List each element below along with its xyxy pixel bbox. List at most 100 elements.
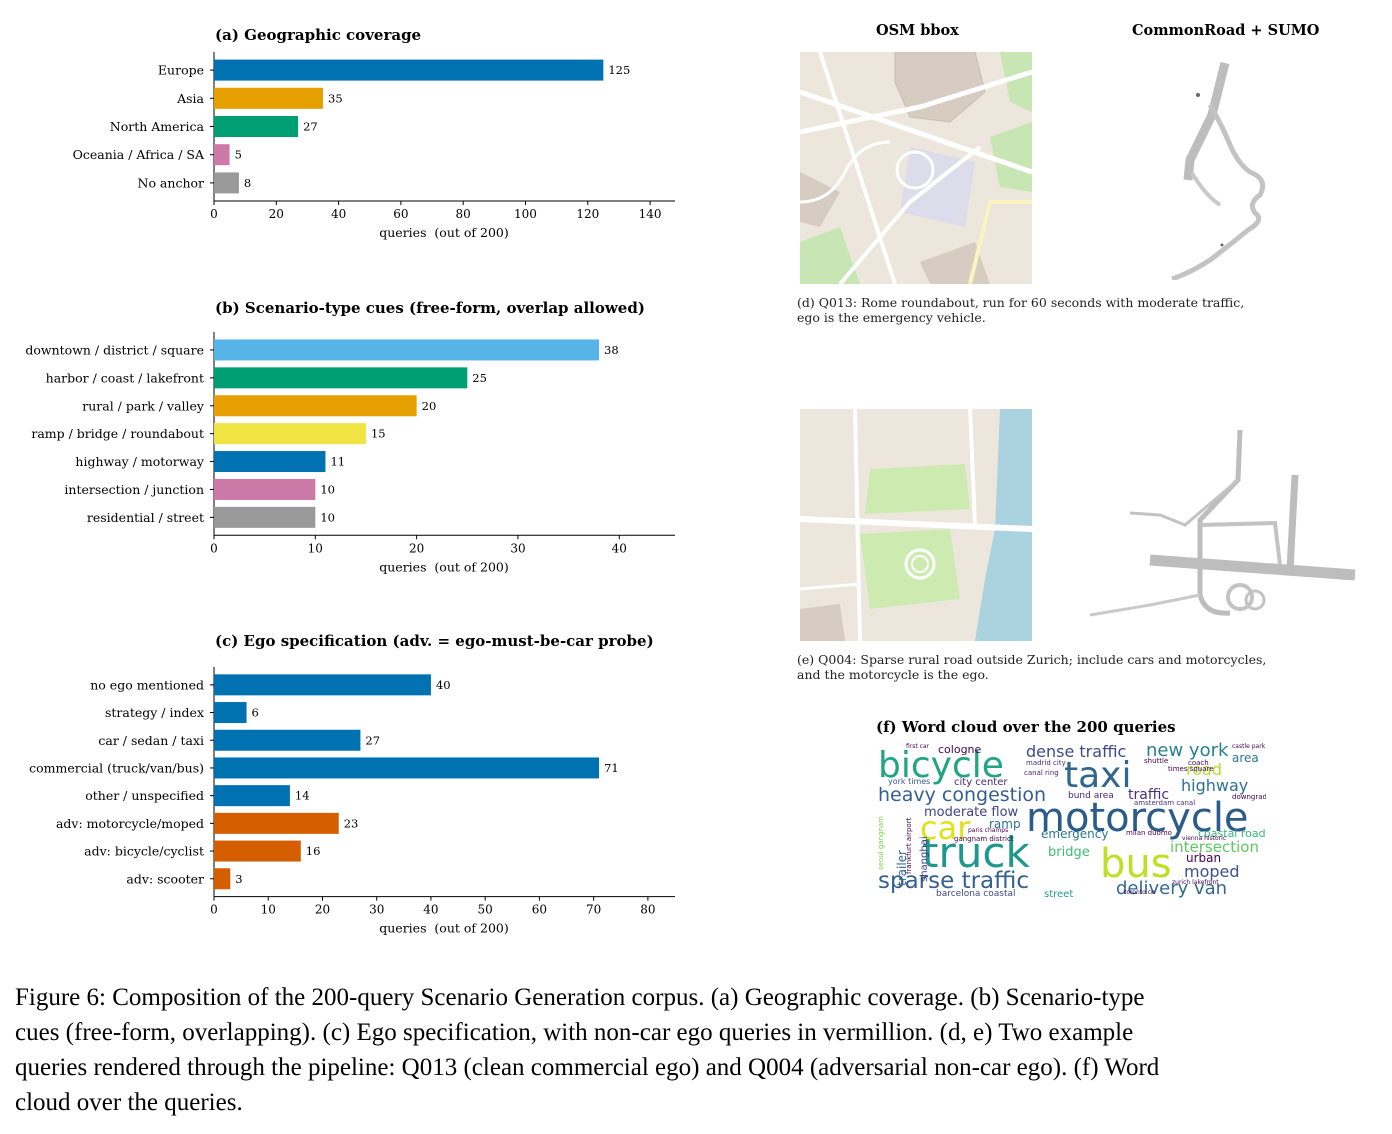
bar	[214, 59, 604, 81]
y-tick-label: strategy / index	[105, 705, 204, 720]
y-tick-label: Oceania / Africa / SA	[73, 147, 205, 162]
panel-d-caption-line1: (d) Q013: Rome roundabout, run for 60 se…	[797, 295, 1245, 310]
wc-word: castle park	[1232, 743, 1266, 750]
x-axis-label: queries (out of 200)	[379, 559, 509, 574]
x-tick-label: 0	[210, 207, 218, 221]
wc-word: bicycle	[878, 745, 1004, 786]
x-tick-label: 120	[576, 207, 599, 221]
bar-value-label: 23	[344, 816, 359, 830]
bar	[214, 172, 239, 194]
bar-value-label: 38	[604, 343, 619, 357]
bar	[214, 702, 247, 724]
wc-word: moped	[1184, 862, 1240, 881]
wc-word: road	[1186, 760, 1222, 779]
bar	[214, 785, 290, 807]
wc-word: seoul gangnam	[877, 815, 885, 870]
y-tick-label: ramp / bridge / roundabout	[31, 426, 204, 441]
bar	[214, 451, 326, 473]
x-tick-label: 70	[586, 903, 601, 917]
y-tick-label: downtown / district / square	[25, 342, 204, 357]
panel-e-caption-line1: (e) Q004: Sparse rural road outside Zuri…	[797, 652, 1267, 667]
wc-word: highway	[1181, 776, 1249, 795]
wc-word: street	[1044, 889, 1074, 900]
wc-word: times square	[1168, 765, 1214, 773]
x-axis-label: queries (out of 200)	[379, 921, 509, 936]
bar	[214, 729, 361, 751]
wc-word: new york	[1146, 740, 1229, 761]
word-cloud: bicycle taxi motorcycle truck bus car he…	[876, 740, 1266, 900]
bar-value-label: 71	[604, 761, 619, 775]
commonroad-rome-lanes	[1171, 61, 1266, 280]
osm-bbox-header: OSM bbox	[876, 22, 959, 39]
x-tick-label: 0	[210, 903, 218, 917]
bar-value-label: 25	[472, 371, 487, 385]
bar-value-label: 14	[295, 789, 310, 803]
bar-value-label: 40	[436, 678, 451, 692]
x-tick-label: 20	[409, 541, 424, 555]
wc-word: coach	[1188, 759, 1209, 767]
wc-word: canal ring	[1024, 769, 1059, 777]
bar-value-label: 16	[306, 844, 321, 858]
x-tick-label: 80	[456, 207, 471, 221]
x-tick-label: 50	[478, 903, 493, 917]
wc-word: zurich lakefront	[1172, 879, 1219, 886]
bar-value-label: 125	[608, 63, 630, 77]
wc-word: taxi	[1064, 755, 1132, 796]
figure-caption-line3: queries rendered through the pipeline: Q…	[15, 1054, 1160, 1081]
panel-f-title: (f) Word cloud over the 200 queries	[876, 718, 1176, 736]
x-tick-label: 20	[269, 207, 284, 221]
wc-word: traffic	[1128, 787, 1170, 803]
y-tick-label: intersection / junction	[64, 482, 204, 497]
panel-e-caption-line2: and the motorcycle is the ego.	[797, 667, 989, 682]
commonroad-sumo-header: CommonRoad + SUMO	[1132, 22, 1320, 39]
x-tick-label: 100	[514, 207, 537, 221]
chart-a: Europe 125 Asia 35 North America 27 Oceania / …	[73, 52, 675, 240]
wc-word: madrid city	[1026, 759, 1066, 767]
wc-word: york times	[888, 777, 931, 786]
figure-caption-line4: cloud over the queries.	[15, 1089, 243, 1116]
wc-word: emergency	[1041, 827, 1109, 841]
wc-word: shuttle	[1144, 757, 1169, 765]
y-tick-label: commercial (truck/van/bus)	[29, 760, 204, 775]
x-tick-label: 30	[369, 903, 384, 917]
osm-map-rome	[800, 52, 1032, 284]
bar-value-label: 10	[320, 482, 335, 496]
bar	[214, 840, 301, 862]
bar	[214, 116, 299, 137]
bar-value-label: 27	[365, 733, 380, 747]
bar-value-label: 15	[371, 427, 386, 441]
panel-d-caption-line2: ego is the emergency vehicle.	[797, 310, 986, 325]
wc-word: downgrade	[1232, 793, 1266, 801]
x-tick-label: 0	[210, 541, 218, 555]
wc-word: urban	[1186, 851, 1222, 865]
osm-map-zurich	[800, 409, 1032, 641]
wc-word: cologne	[938, 743, 982, 756]
wc-word: moderate flow	[924, 805, 1019, 820]
wc-word: sparse traffic	[878, 868, 1030, 894]
bar	[214, 757, 600, 779]
figure-caption-line1: Figure 6: Composition of the 200-query S…	[15, 984, 1145, 1011]
x-tick-label: 40	[612, 541, 627, 555]
x-tick-label: 40	[423, 903, 438, 917]
osm-map-zurich-drawing	[800, 409, 1032, 641]
wc-word: car	[920, 809, 971, 847]
x-tick-label: 40	[331, 207, 346, 221]
y-tick-label: North America	[110, 119, 205, 134]
wc-word: gangnam district	[954, 835, 1014, 843]
wc-word: amsterdam canal	[1134, 799, 1196, 807]
x-tick-label: 20	[315, 903, 330, 917]
y-tick-label: highway / motorway	[75, 454, 205, 469]
x-tick-label: 10	[261, 903, 276, 917]
wc-word: area	[1232, 751, 1259, 765]
bar-value-label: 5	[235, 148, 242, 162]
wc-word: bund area	[1068, 791, 1114, 801]
bar	[214, 395, 417, 417]
bar	[214, 812, 339, 834]
y-tick-label: car / sedan / taxi	[98, 733, 204, 748]
bar-value-label: 11	[330, 455, 345, 469]
x-tick-label: 60	[532, 903, 547, 917]
y-tick-label: adv: scooter	[126, 871, 204, 886]
x-tick-label: 60	[393, 207, 408, 221]
wc-word: vienna historic	[1182, 835, 1227, 842]
figure-caption: Figure 6: Composition of the 200-query S…	[15, 980, 1385, 1120]
